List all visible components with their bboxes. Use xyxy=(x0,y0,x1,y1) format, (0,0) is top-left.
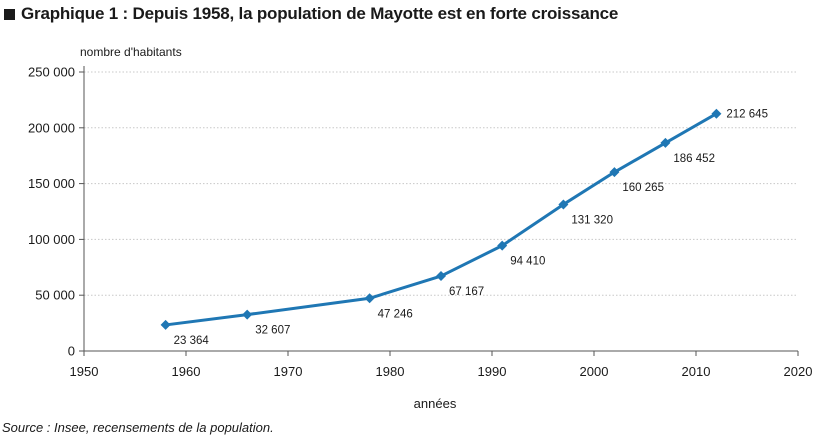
y-tick-label: 100 000 xyxy=(28,232,75,247)
data-labels: 23 364 32 607 47 246 67 167 94 410 131 320 160… xyxy=(174,109,768,347)
data-point-marker xyxy=(660,137,671,148)
x-tick-label: 2000 xyxy=(580,364,609,379)
title-bullet-icon xyxy=(4,8,15,20)
data-label: 23 364 xyxy=(174,335,210,347)
y-tick-label: 0 xyxy=(68,344,75,359)
data-point-marker xyxy=(242,309,253,320)
data-point-marker xyxy=(436,271,446,282)
data-label: 160 265 xyxy=(622,182,664,194)
data-point-marker xyxy=(497,240,508,251)
data-label: 131 320 xyxy=(571,214,613,226)
y-tick-labels: 0 50 000 100 000 150 000 200 000 250 000 xyxy=(28,65,75,359)
y-tick-label: 250 000 xyxy=(28,65,75,80)
chart-title-text: Graphique 1 : Depuis 1958, la population… xyxy=(21,4,619,23)
data-point-marker xyxy=(609,167,620,178)
data-label: 94 410 xyxy=(510,256,545,268)
chart-title: Graphique 1 : Depuis 1958, la population… xyxy=(4,4,618,24)
data-label: 186 452 xyxy=(673,153,715,165)
data-point-marker xyxy=(160,319,171,330)
data-point-marker xyxy=(558,199,569,210)
gridlines xyxy=(84,71,798,296)
y-tick-label: 50 000 xyxy=(35,288,75,303)
y-axis-label: nombre d'habitants xyxy=(80,45,182,59)
source-note: Source : Insee, recensements de la popul… xyxy=(2,420,274,435)
x-tick-label: 1990 xyxy=(478,364,507,379)
data-label: 32 607 xyxy=(255,325,290,337)
data-label: 47 246 xyxy=(378,308,413,320)
data-label: 67 167 xyxy=(449,286,484,298)
data-series xyxy=(160,108,722,330)
x-tick-label: 2020 xyxy=(784,364,813,379)
data-point-marker xyxy=(364,293,375,304)
x-tick-label: 1970 xyxy=(274,364,303,379)
x-tick-labels: 1950 1960 1970 1980 1990 2000 2010 2020 xyxy=(70,364,813,379)
x-axis-label: années xyxy=(413,396,457,411)
x-tick-label: 1980 xyxy=(376,364,405,379)
x-tick-label: 1960 xyxy=(172,364,201,379)
y-tick-label: 150 000 xyxy=(28,176,75,191)
y-tick-label: 200 000 xyxy=(28,120,75,135)
data-point-marker xyxy=(711,108,722,119)
series-line xyxy=(165,112,718,327)
x-tick-label: 1950 xyxy=(70,364,99,379)
x-tick-label: 2010 xyxy=(682,364,711,379)
data-label: 212 645 xyxy=(726,109,768,121)
axes xyxy=(79,66,799,356)
